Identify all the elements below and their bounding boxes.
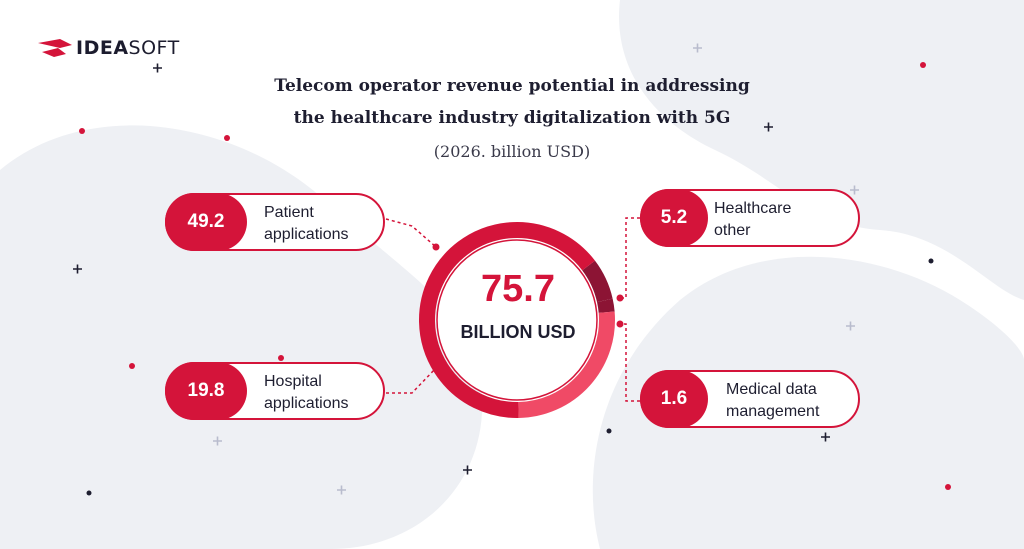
slice-pill-patient-applications: 49.2 Patient applications bbox=[165, 193, 385, 251]
decor-dot bbox=[928, 258, 934, 264]
connector-dot-patient-applications bbox=[432, 243, 440, 251]
slice-pill-healthcare-other: 5.2 Healthcare other bbox=[640, 189, 860, 247]
slice-label-line-2: applications bbox=[264, 226, 349, 243]
connector-dot-hospital-applications bbox=[432, 364, 440, 372]
decor-plus bbox=[153, 63, 162, 73]
slice-pill-medical-data-management: 1.6 Medical data management bbox=[640, 370, 860, 428]
donut-slice-patient-applications bbox=[419, 222, 595, 418]
decor-dot bbox=[79, 128, 85, 134]
decor-dot bbox=[129, 363, 135, 369]
slice-label-line-1: Healthcare bbox=[714, 200, 792, 217]
decor-plus bbox=[693, 43, 702, 53]
donut-slice-medical-data-management bbox=[597, 298, 615, 313]
decor-dot bbox=[86, 490, 92, 496]
chart-title-line-2: the healthcare industry digitalization w… bbox=[293, 108, 731, 128]
logo-part-idea: IDEA bbox=[76, 37, 129, 59]
slice-value: 1.6 bbox=[640, 370, 708, 428]
slice-label-line-2: other bbox=[714, 222, 751, 239]
connector-dot-medical-data-management bbox=[616, 320, 624, 328]
bird-logo-icon bbox=[38, 39, 72, 57]
slice-label-line-1: Medical data bbox=[726, 381, 817, 398]
donut-slice-healthcare-other bbox=[582, 260, 613, 303]
background-blob-top-right bbox=[619, 0, 1024, 300]
decor-dot bbox=[920, 62, 926, 68]
connector-dot-healthcare-other bbox=[616, 294, 624, 302]
logo-wordmark: IDEASOFT bbox=[76, 37, 180, 59]
decor-dot bbox=[606, 428, 612, 434]
decor-plus bbox=[764, 122, 773, 132]
decor-plus bbox=[821, 432, 830, 442]
donut-slice-hospital-applications bbox=[518, 311, 615, 418]
donut-inner-ring bbox=[436, 239, 598, 401]
connector-patient-applications bbox=[385, 218, 437, 248]
slice-label: Medical data management bbox=[726, 379, 819, 423]
background-blob-left bbox=[0, 125, 483, 549]
slice-label-line-2: applications bbox=[264, 395, 349, 412]
decor-dot bbox=[224, 135, 230, 141]
decor-plus bbox=[73, 264, 82, 274]
connector-healthcare-other bbox=[618, 217, 640, 299]
connector-hospital-applications bbox=[386, 367, 437, 394]
decor-plus bbox=[850, 185, 859, 195]
slice-label: Hospital applications bbox=[264, 371, 349, 415]
decor-plus bbox=[337, 485, 346, 495]
ideasoft-logo: IDEASOFT bbox=[36, 34, 180, 62]
decor-plus bbox=[463, 465, 472, 475]
connector-medical-data-management bbox=[618, 323, 640, 402]
slice-label: Healthcare other bbox=[714, 198, 791, 242]
slice-value: 49.2 bbox=[165, 193, 247, 251]
chart-title-line-1: Telecom operator revenue potential in ad… bbox=[274, 76, 750, 96]
slice-label-line-1: Patient bbox=[264, 204, 314, 221]
slice-value: 5.2 bbox=[640, 189, 708, 247]
slice-label-line-2: management bbox=[726, 403, 820, 420]
logo-part-soft: SOFT bbox=[128, 37, 180, 59]
slice-label: Patient applications bbox=[264, 202, 349, 246]
total-value: 75.7 bbox=[481, 268, 555, 310]
decor-plus bbox=[846, 321, 855, 331]
total-unit: BILLION USD bbox=[460, 322, 576, 342]
decor-plus bbox=[213, 436, 222, 446]
slice-value: 19.8 bbox=[165, 362, 247, 420]
slice-pill-hospital-applications: 19.8 Hospital applications bbox=[165, 362, 385, 420]
decor-dot bbox=[945, 484, 951, 490]
chart-subtitle: (2026. billion USD) bbox=[433, 142, 591, 161]
slice-label-line-1: Hospital bbox=[264, 373, 322, 390]
decor-dot bbox=[278, 355, 284, 361]
